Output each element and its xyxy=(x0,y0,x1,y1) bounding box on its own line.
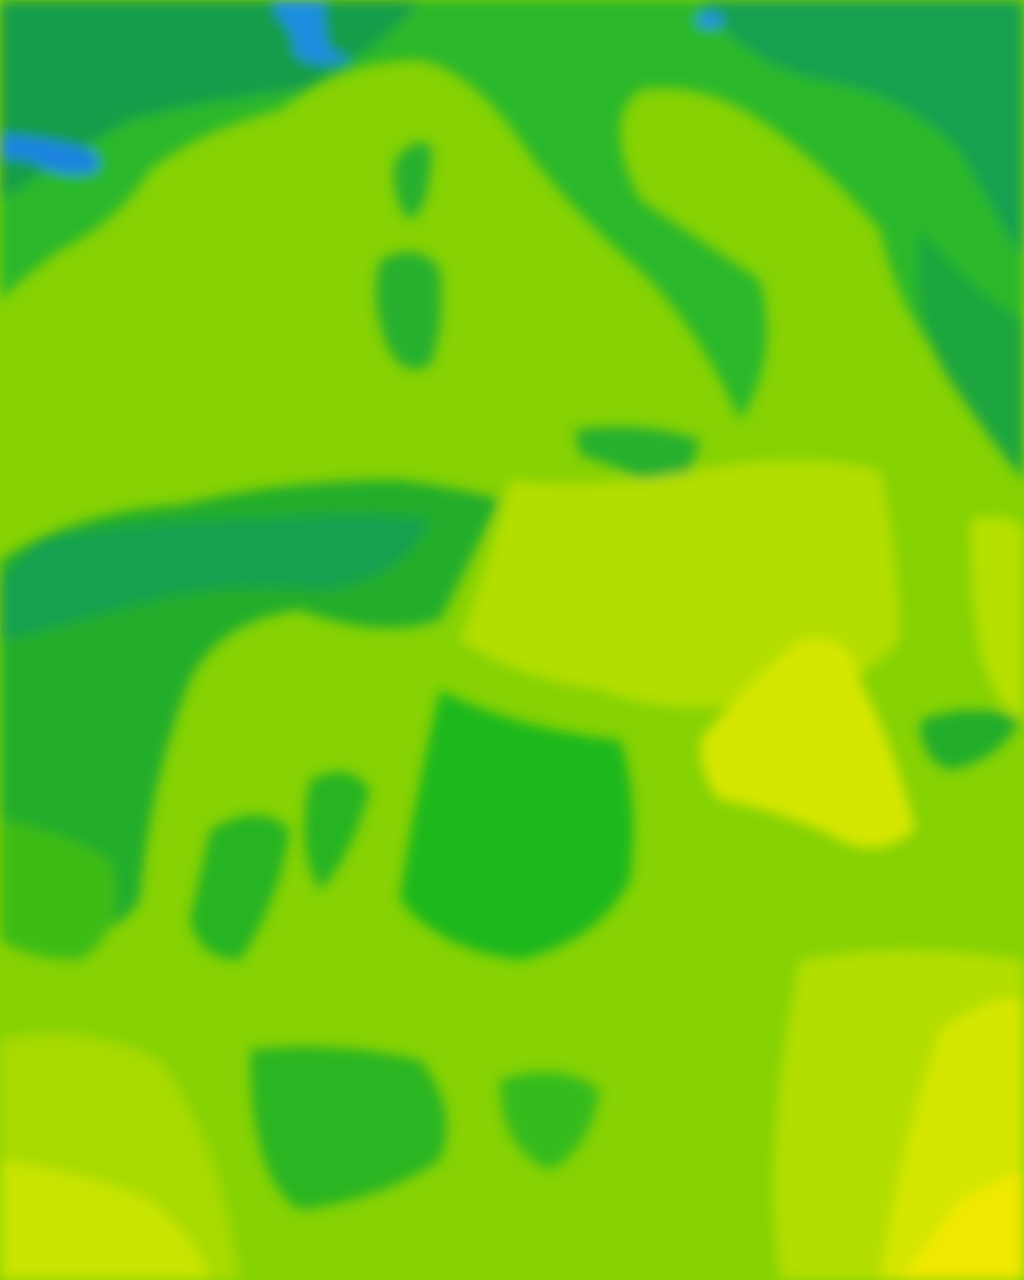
cold-zone xyxy=(0,515,430,640)
hot-zone xyxy=(900,1170,1024,1280)
cool-zone xyxy=(500,1072,600,1170)
cold-spot xyxy=(0,135,99,175)
cool-zone xyxy=(190,815,290,960)
hot-zone xyxy=(700,638,915,848)
cold-zone xyxy=(0,0,1024,260)
cold-spot xyxy=(696,12,724,28)
hot-zone xyxy=(0,1160,210,1280)
warm-zone xyxy=(460,460,900,708)
cold-spot xyxy=(275,0,350,64)
cool-zone xyxy=(250,1046,447,1210)
island xyxy=(394,142,432,220)
cool-zone xyxy=(0,820,116,960)
cool-zone xyxy=(400,690,634,960)
island xyxy=(376,252,442,370)
warm-zone xyxy=(970,516,1024,720)
cool-zone xyxy=(0,0,1024,470)
cool-zone xyxy=(304,772,370,890)
cold-zone xyxy=(918,230,1024,480)
cool-zone xyxy=(920,710,1020,770)
